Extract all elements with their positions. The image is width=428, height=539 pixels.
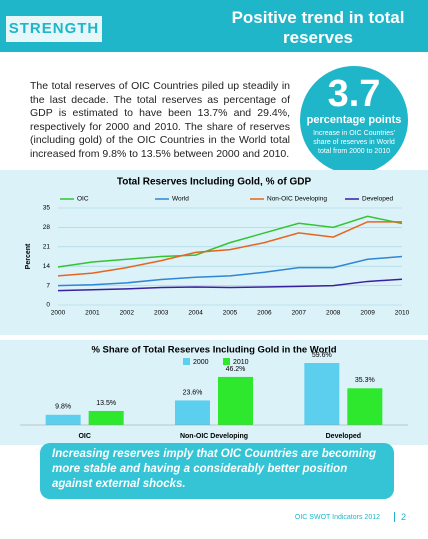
- highlight-note: Increase in OIC Countries' share of rese…: [313, 130, 395, 155]
- value-label: 46.2%: [226, 366, 246, 373]
- bar: [175, 400, 210, 425]
- legend-label: Developed: [362, 196, 393, 203]
- y-tick-label: 14: [43, 263, 51, 270]
- series-line: [57, 278, 403, 292]
- legend-label: World: [172, 196, 189, 203]
- x-tick-label: 2006: [257, 310, 272, 317]
- x-tick-label: OIC: [78, 433, 90, 440]
- bar: [45, 414, 81, 425]
- legend-label: 2010: [233, 359, 249, 366]
- series-line: [57, 255, 403, 287]
- y-axis-label: Percent: [25, 243, 32, 269]
- y-tick-label: 21: [43, 244, 51, 251]
- page-number: 2: [393, 512, 406, 522]
- y-tick-label: 35: [43, 205, 51, 212]
- x-tick-label: 2002: [120, 310, 135, 317]
- bar: [304, 363, 340, 425]
- series-line: [57, 221, 402, 277]
- section-tag: STRENGTH: [6, 16, 102, 42]
- y-tick-label: 0: [46, 302, 50, 309]
- legend-swatch: [183, 358, 190, 365]
- highlight-value: 3.7: [327, 73, 381, 115]
- x-tick-label: 2008: [326, 310, 341, 317]
- x-tick-label: 2003: [154, 310, 169, 317]
- highlight-unit: percentage points: [306, 114, 402, 126]
- x-tick-label: 2000: [51, 310, 66, 317]
- x-tick-label: 2004: [188, 310, 203, 317]
- value-label: 9.8%: [55, 404, 71, 411]
- callout: Increasing reserves imply that OIC Count…: [40, 443, 394, 499]
- legend-label: OIC: [77, 196, 89, 203]
- series-line: [57, 215, 403, 268]
- x-tick-label: Developed: [326, 433, 361, 440]
- y-tick-label: 28: [43, 224, 51, 231]
- bar: [347, 388, 383, 425]
- value-label: 59.6%: [312, 352, 332, 359]
- page-title: Positive trend in total reserves: [231, 8, 405, 47]
- highlight-circle: 3.7 percentage points Increase in OIC Co…: [300, 66, 408, 174]
- chart-title: Total Reserves Including Gold, % of GDP: [117, 177, 312, 188]
- y-tick-label: 7: [46, 282, 50, 289]
- legend-label: 2000: [193, 359, 209, 366]
- value-label: 23.6%: [183, 389, 203, 396]
- x-tick-label: 2005: [223, 310, 238, 317]
- value-label: 13.5%: [96, 400, 116, 407]
- x-tick-label: 2009: [360, 310, 375, 317]
- footer-source: OIC SWOT Indicators 2012: [294, 514, 380, 521]
- intro-paragraph: The total reserves of OIC Countries pile…: [30, 80, 290, 160]
- x-tick-label: 2007: [292, 310, 307, 317]
- bar: [88, 410, 124, 425]
- legend-swatch: [223, 358, 230, 365]
- value-label: 35.3%: [355, 377, 375, 384]
- x-tick-label: 2010: [395, 310, 410, 317]
- x-tick-label: 2001: [85, 310, 100, 317]
- line-panel: [0, 170, 428, 335]
- legend-label: Non-OIC Developing: [267, 196, 327, 203]
- x-tick-label: Non-OIC Developing: [180, 433, 248, 440]
- bar: [218, 376, 253, 425]
- chart-title: % Share of Total Reserves Including Gold…: [91, 345, 336, 356]
